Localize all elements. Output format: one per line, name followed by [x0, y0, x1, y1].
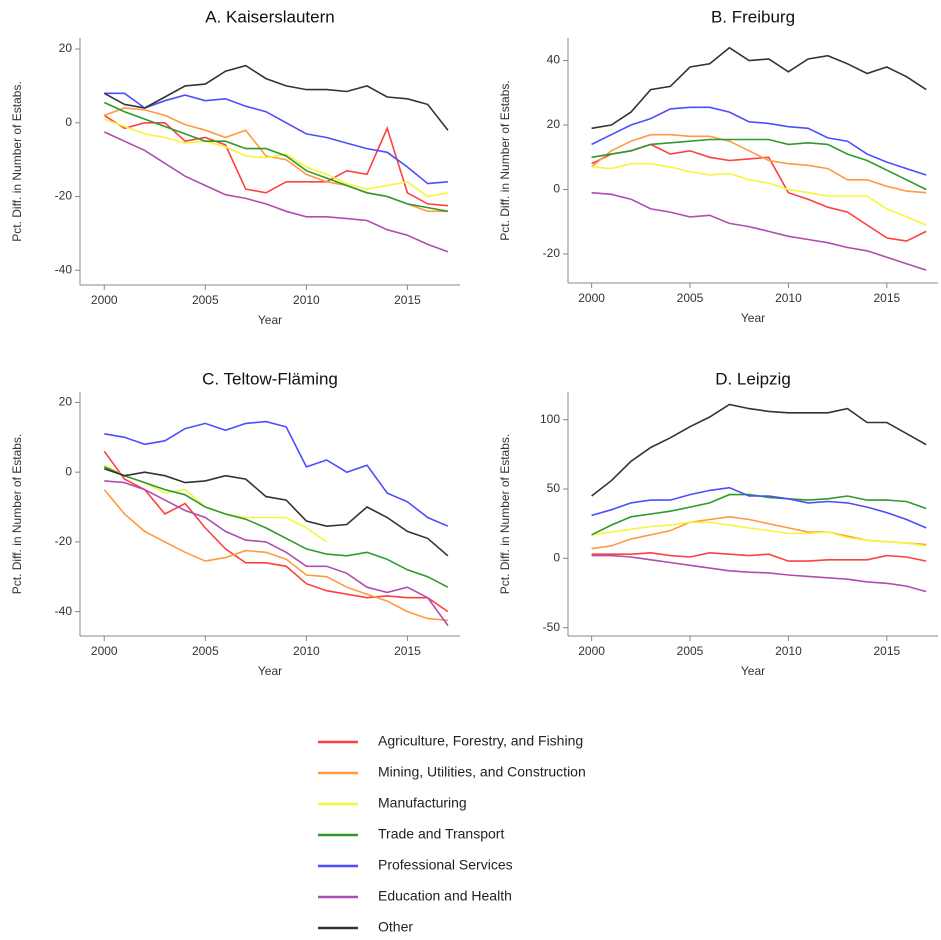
series-line — [103, 64, 449, 131]
series-line — [103, 466, 449, 588]
series-line — [591, 515, 927, 550]
x-tick-label: 2010 — [775, 291, 802, 305]
legend-label: Mining, Utilities, and Construction — [378, 764, 586, 780]
series-line — [591, 551, 927, 562]
legend-label: Other — [378, 919, 413, 935]
y-axis-label: Pct. Diff. in Number of Estabs. — [498, 434, 512, 595]
x-axis-label: Year — [258, 313, 282, 327]
y-tick-label: 50 — [547, 481, 561, 495]
series-line — [591, 554, 927, 593]
series-line — [103, 489, 448, 622]
y-axis-label: Pct. Diff. in Number of Estabs. — [10, 434, 24, 595]
series-line — [104, 420, 449, 527]
y-tick-label: 0 — [553, 182, 560, 196]
series-line — [591, 138, 927, 191]
series-line — [103, 131, 449, 253]
series-line — [591, 143, 927, 242]
series-line — [104, 480, 449, 626]
y-tick-label: -50 — [543, 620, 561, 634]
y-tick-label: -20 — [55, 534, 73, 548]
series-line — [591, 133, 927, 194]
y-tick-label: 20 — [547, 117, 561, 131]
x-axis-label: Year — [741, 664, 765, 678]
series-line — [103, 101, 449, 213]
legend-label: Professional Services — [378, 857, 513, 873]
legend-label: Manufacturing — [378, 795, 467, 811]
legend-label: Trade and Transport — [378, 826, 504, 842]
x-tick-label: 2005 — [677, 644, 704, 658]
x-tick-label: 2015 — [873, 291, 900, 305]
legend-label: Agriculture, Forestry, and Fishing — [378, 733, 583, 749]
y-tick-label: 40 — [547, 53, 561, 67]
series-line — [591, 162, 927, 226]
x-axis-label: Year — [741, 311, 765, 325]
series-line — [103, 464, 328, 543]
panel-title: C. Teltow-Fläming — [202, 369, 338, 388]
series-line — [104, 92, 448, 185]
series-line — [103, 450, 449, 613]
x-tick-label: 2010 — [293, 644, 320, 658]
series-line — [104, 467, 449, 557]
y-tick-label: 100 — [540, 412, 560, 426]
y-tick-label: 20 — [59, 41, 73, 55]
x-tick-label: 2015 — [394, 293, 421, 307]
y-axis-label: Pct. Diff. in Number of Estabs. — [498, 80, 512, 241]
y-tick-label: -40 — [55, 604, 73, 618]
y-tick-label: 0 — [65, 115, 72, 129]
y-tick-label: -20 — [543, 246, 561, 260]
series-line — [591, 403, 927, 497]
series-line — [591, 46, 927, 130]
y-tick-label: 0 — [553, 551, 560, 565]
y-tick-label: 0 — [65, 464, 72, 478]
panel-title: A. Kaiserslautern — [205, 7, 334, 26]
x-tick-label: 2000 — [91, 644, 118, 658]
x-tick-label: 2010 — [775, 644, 802, 658]
x-tick-label: 2005 — [677, 291, 704, 305]
y-tick-label: 20 — [59, 395, 73, 409]
series-line — [591, 486, 927, 529]
legend-label: Education and Health — [378, 888, 512, 904]
series-line — [591, 106, 927, 176]
x-tick-label: 2000 — [578, 644, 605, 658]
y-tick-label: -40 — [55, 262, 73, 276]
series-line — [591, 521, 927, 547]
panel-title: B. Freiburg — [711, 7, 795, 26]
y-tick-label: -20 — [55, 189, 73, 203]
x-tick-label: 2000 — [578, 291, 605, 305]
series-line — [591, 191, 927, 271]
x-tick-label: 2005 — [192, 644, 219, 658]
series-line — [104, 118, 449, 198]
x-tick-label: 2010 — [293, 293, 320, 307]
x-tick-label: 2015 — [394, 644, 421, 658]
panel-title: D. Leipzig — [715, 369, 791, 388]
x-tick-label: 2005 — [192, 293, 219, 307]
x-tick-label: 2000 — [91, 293, 118, 307]
series-line — [103, 114, 448, 207]
y-axis-label: Pct. Diff. in Number of Estabs. — [10, 81, 24, 242]
x-axis-label: Year — [258, 664, 282, 678]
x-tick-label: 2015 — [873, 644, 900, 658]
